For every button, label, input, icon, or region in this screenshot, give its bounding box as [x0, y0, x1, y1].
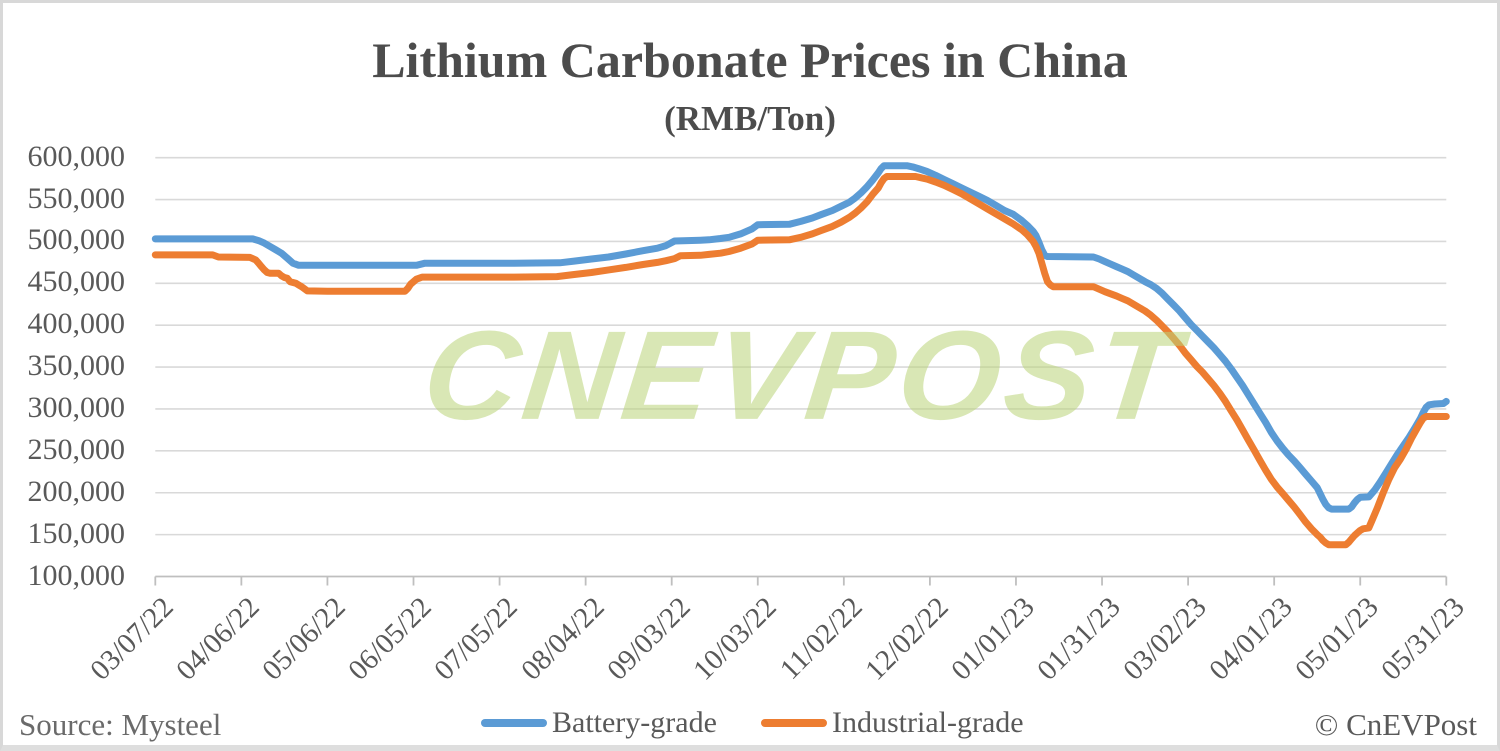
- y-axis-label: 150,000: [27, 516, 126, 550]
- copyright-label: © CnEVPost: [1314, 707, 1477, 742]
- chart-subtitle: (RMB/Ton): [664, 99, 836, 138]
- y-axis-label: 450,000: [27, 265, 126, 299]
- series-line-industrial-grade: [151, 173, 1450, 549]
- chart-title: Lithium Carbonate Prices in China: [372, 32, 1128, 88]
- series-line-battery-grade: [151, 162, 1450, 513]
- y-axis-label: 400,000: [27, 307, 126, 341]
- y-axis-label: 200,000: [27, 474, 126, 508]
- plot-area: [151, 156, 1450, 586]
- source-label: Source: Mysteel: [19, 707, 222, 742]
- y-axis-label: 250,000: [27, 432, 126, 466]
- y-axis-label: 550,000: [27, 181, 126, 215]
- y-axis-label: 350,000: [27, 349, 126, 383]
- watermark: CNEVPOST: [416, 305, 1190, 447]
- y-axis-label: 300,000: [27, 390, 126, 424]
- y-axis-label: 100,000: [27, 558, 126, 592]
- y-axis-label: 500,000: [27, 223, 126, 257]
- y-axis-label: 600,000: [27, 139, 126, 173]
